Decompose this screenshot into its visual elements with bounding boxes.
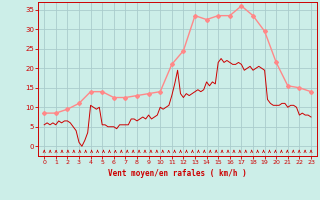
X-axis label: Vent moyen/en rafales ( km/h ): Vent moyen/en rafales ( km/h ) [108, 169, 247, 178]
